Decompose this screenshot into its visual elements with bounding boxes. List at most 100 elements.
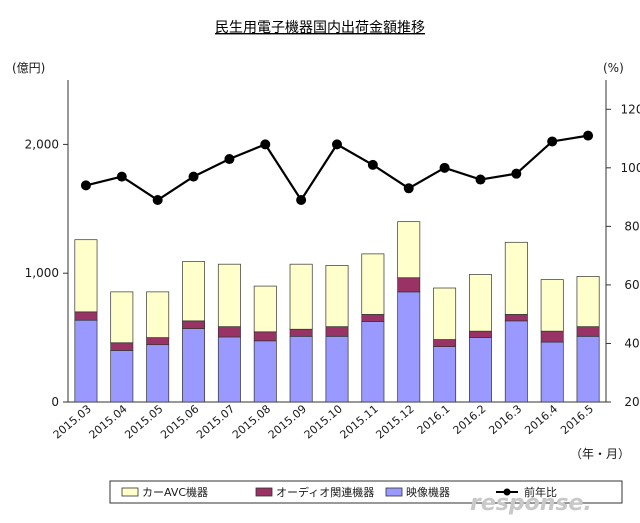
bar-audio xyxy=(253,331,277,342)
yoy-point xyxy=(188,171,199,182)
bar-car-avc xyxy=(433,287,457,340)
legend-label-video: 映像機器 xyxy=(406,485,450,499)
x-tick-label: 2015.04 xyxy=(87,402,130,441)
right-tick-label: 80 xyxy=(624,219,639,233)
right-tick-label: 100 xyxy=(621,161,640,175)
bar-video xyxy=(361,321,385,403)
bar-video xyxy=(182,328,206,403)
legend-label-yoy: 前年比 xyxy=(524,485,557,499)
bar-video xyxy=(253,340,277,403)
right-tick-label: 40 xyxy=(624,336,639,350)
yoy-point xyxy=(296,195,307,206)
bar-car-avc xyxy=(540,279,564,332)
x-tick-label: 2016.5 xyxy=(558,402,596,437)
bar-car-avc xyxy=(468,274,492,332)
yoy-point xyxy=(547,136,558,147)
legend-swatch-video xyxy=(385,487,403,497)
right-axis-unit: (%) xyxy=(603,61,624,75)
bar-audio xyxy=(325,326,349,337)
bar-audio xyxy=(540,330,564,343)
bar-car-avc xyxy=(361,253,385,315)
yoy-point xyxy=(475,174,486,185)
x-tick-label: 2015.12 xyxy=(373,402,416,441)
bar-car-avc xyxy=(325,265,349,328)
bar-video xyxy=(110,350,134,403)
right-tick-label: 60 xyxy=(624,278,639,292)
left-tick-label: 0 xyxy=(51,395,59,409)
bar-car-avc xyxy=(74,239,98,313)
yoy-point xyxy=(116,171,127,182)
legend-frame xyxy=(109,480,623,504)
x-tick-label: 2016.4 xyxy=(522,402,560,437)
x-tick-label: 2015.05 xyxy=(122,402,165,441)
x-tick-label: 2015.08 xyxy=(230,402,273,441)
x-tick-label: 2015.07 xyxy=(194,402,237,441)
bar-video xyxy=(217,336,241,403)
yoy-point xyxy=(403,183,414,194)
bar-audio xyxy=(289,328,313,337)
bar-audio xyxy=(361,314,385,322)
left-axis-unit: (億円) xyxy=(12,61,45,75)
bar-audio xyxy=(74,311,98,321)
right-tick-label: 120 xyxy=(621,102,640,116)
legend-label-car-avc: カーAVC機器 xyxy=(142,485,208,499)
legend-marker-yoy xyxy=(503,488,511,496)
bar-car-avc xyxy=(146,291,170,338)
x-tick-label: 2016.1 xyxy=(415,402,453,437)
yoy-point xyxy=(583,130,594,141)
x-tick-label: 2016.3 xyxy=(486,402,524,437)
watermark: response. xyxy=(470,491,592,516)
bar-audio xyxy=(504,314,528,322)
bar-video xyxy=(325,335,349,403)
left-tick-label: 1,000 xyxy=(25,266,59,280)
bar-audio xyxy=(146,337,170,346)
bar-audio xyxy=(217,326,241,338)
right-tick-label: 20 xyxy=(624,395,639,409)
bars xyxy=(74,221,600,403)
left-tick-label: 2,000 xyxy=(25,137,59,151)
x-tick-labels: 2015.032015.042015.052015.062015.072015.… xyxy=(51,402,596,441)
x-tick-label: 2015.11 xyxy=(338,402,381,441)
bar-car-avc xyxy=(253,285,277,333)
yoy-point xyxy=(224,154,235,165)
bar-car-avc xyxy=(397,221,421,279)
legend-swatch-car-avc xyxy=(121,487,139,497)
yoy-point xyxy=(80,180,91,191)
yoy-point xyxy=(152,195,163,206)
bar-video xyxy=(397,291,421,403)
bar-audio xyxy=(397,277,421,293)
yoy-point xyxy=(260,139,271,150)
legend: カーAVC機器 オーディオ関連機器 映像機器 前年比 xyxy=(109,480,623,504)
bar-audio xyxy=(110,342,134,351)
bar-audio xyxy=(433,339,457,347)
legend-swatch-audio xyxy=(255,487,273,497)
bar-car-avc xyxy=(217,263,241,328)
bar-car-avc xyxy=(289,263,313,330)
bar-video xyxy=(504,320,528,403)
x-tick-label: 2015.09 xyxy=(266,402,309,441)
bar-video xyxy=(540,341,564,403)
yoy-point xyxy=(332,139,342,150)
bar-audio xyxy=(576,326,600,337)
chart-title: 民生用電子機器国内出荷金額推移 xyxy=(215,20,425,36)
bar-video xyxy=(433,346,457,403)
bar-audio xyxy=(182,320,206,329)
yoy-point xyxy=(367,159,378,170)
bar-car-avc xyxy=(504,241,528,315)
bar-video xyxy=(468,337,492,403)
bar-video xyxy=(289,335,313,403)
bar-video xyxy=(146,344,170,403)
x-tick-label: 2015.10 xyxy=(302,402,345,441)
legend-label-audio: オーディオ関連機器 xyxy=(276,485,374,499)
x-axis-unit: （年・月） xyxy=(570,447,630,461)
bar-car-avc xyxy=(110,291,134,344)
bar-car-avc xyxy=(576,276,600,328)
yoy-point xyxy=(439,162,450,173)
bar-audio xyxy=(468,330,492,338)
bar-video xyxy=(576,335,600,403)
yoy-point xyxy=(511,168,522,179)
yoy-line xyxy=(80,130,594,206)
x-tick-label: 2015.06 xyxy=(158,402,201,441)
x-tick-label: 2016.2 xyxy=(451,402,489,437)
